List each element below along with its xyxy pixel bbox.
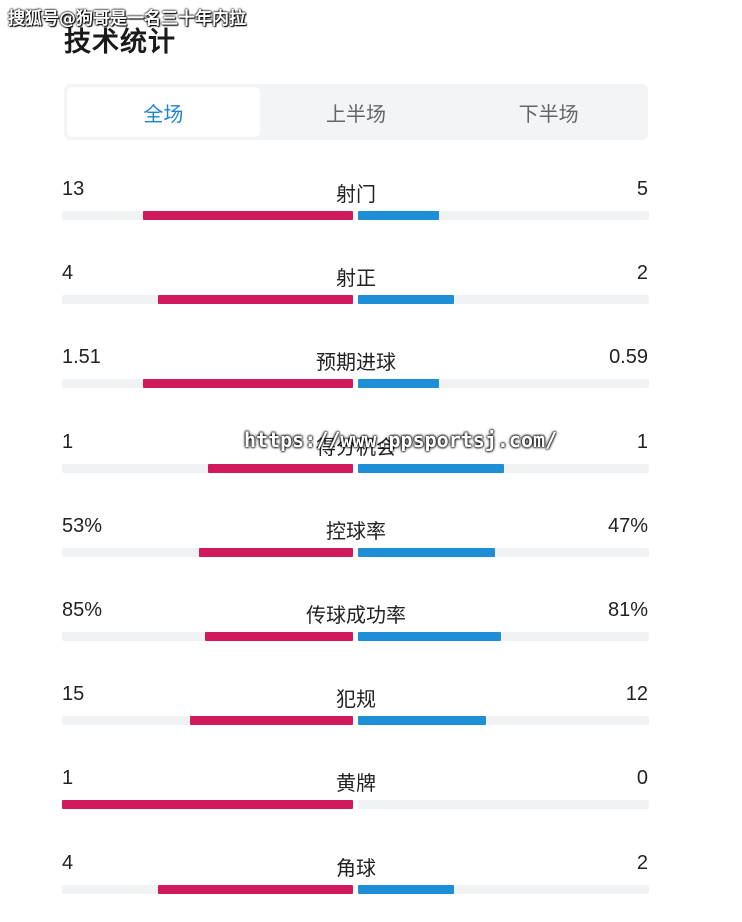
away-bar-track (358, 800, 649, 810)
away-bar (358, 632, 501, 641)
home-value: 4 (62, 262, 74, 285)
home-bar (207, 463, 353, 473)
home-bar-track (62, 884, 353, 894)
away-value: 12 (625, 683, 648, 706)
tab-second-half[interactable]: 下半场 (518, 101, 579, 126)
home-bar-track (62, 716, 353, 726)
home-value: 4 (62, 851, 74, 874)
away-bar (358, 211, 440, 220)
home-bar (158, 884, 353, 894)
away-bar-track (358, 884, 649, 894)
home-bar-track (62, 632, 353, 641)
stat-label: 得分机会 (316, 434, 396, 459)
away-value: 0 (636, 767, 648, 790)
page-title: 技术统计 (64, 27, 176, 58)
home-bar (204, 632, 353, 641)
away-bar-track (358, 295, 649, 305)
stat-row: 4 射正 2 (0, 262, 742, 346)
stat-row: 1 黄牌 0 (0, 767, 742, 851)
home-value: 53% (62, 514, 103, 537)
home-bar-track (62, 379, 353, 389)
period-tabs: 全场 上半场 下半场 (64, 84, 648, 140)
home-value: 1.51 (62, 346, 101, 369)
home-bar-track (62, 800, 353, 810)
home-bar-track (62, 295, 353, 305)
stat-label: 传球成功率 (306, 603, 406, 627)
away-value: 5 (636, 178, 648, 200)
home-value: 85% (62, 599, 103, 621)
away-bar (358, 295, 455, 305)
home-bar (158, 295, 353, 305)
stat-label: 犯规 (336, 687, 376, 712)
away-bar (358, 463, 504, 473)
away-bar-track (358, 716, 649, 726)
away-value: 81% (607, 599, 648, 621)
home-bar (143, 211, 353, 220)
away-bar (358, 884, 455, 894)
stat-label: 黄牌 (336, 771, 376, 796)
home-bar-track (62, 211, 353, 220)
tab-first-half[interactable]: 上半场 (326, 101, 386, 126)
stat-label: 角球 (336, 855, 376, 880)
away-bar-track (358, 463, 649, 473)
stat-label: 射正 (336, 266, 376, 291)
tab-full-match[interactable]: 全场 (67, 87, 260, 137)
stat-row: 4 角球 2 (0, 852, 742, 922)
home-value: 13 (62, 178, 85, 200)
away-bar-track (358, 379, 649, 389)
home-bar-track (62, 547, 353, 557)
away-bar-track (358, 632, 649, 641)
away-value: 2 (636, 262, 648, 285)
away-value: 1 (636, 430, 648, 453)
away-bar-track (358, 547, 649, 557)
home-bar (190, 716, 353, 726)
away-value: 2 (636, 851, 648, 874)
away-bar (358, 716, 487, 726)
away-bar-track (358, 211, 649, 220)
stat-row: 85% 传球成功率 81% (0, 599, 742, 683)
stat-label: 控球率 (326, 518, 386, 543)
away-value: 0.59 (609, 346, 648, 369)
stat-row: 15 犯规 12 (0, 683, 742, 767)
home-bar (62, 800, 353, 810)
home-value: 1 (62, 430, 74, 453)
away-bar (358, 379, 440, 389)
stat-row: 13 射门 5 (0, 178, 742, 262)
away-value: 47% (607, 514, 648, 537)
watermark-top: 搜狐号@狗哥是一名三十年内拉 (8, 9, 246, 29)
stat-row: 1 得分机会 1 (0, 431, 742, 515)
stat-label: 射门 (336, 182, 376, 206)
home-bar (198, 547, 353, 557)
away-bar (358, 547, 495, 557)
home-value: 15 (62, 683, 85, 706)
home-bar (143, 379, 353, 389)
home-bar-track (62, 463, 353, 473)
stat-row: 1.51 预期进球 0.59 (0, 346, 742, 430)
home-value: 1 (62, 767, 74, 790)
stat-row: 53% 控球率 47% (0, 515, 742, 599)
watermark-url: https://www.ppsportsj.com/ (244, 428, 558, 452)
stat-label: 预期进球 (316, 350, 396, 375)
